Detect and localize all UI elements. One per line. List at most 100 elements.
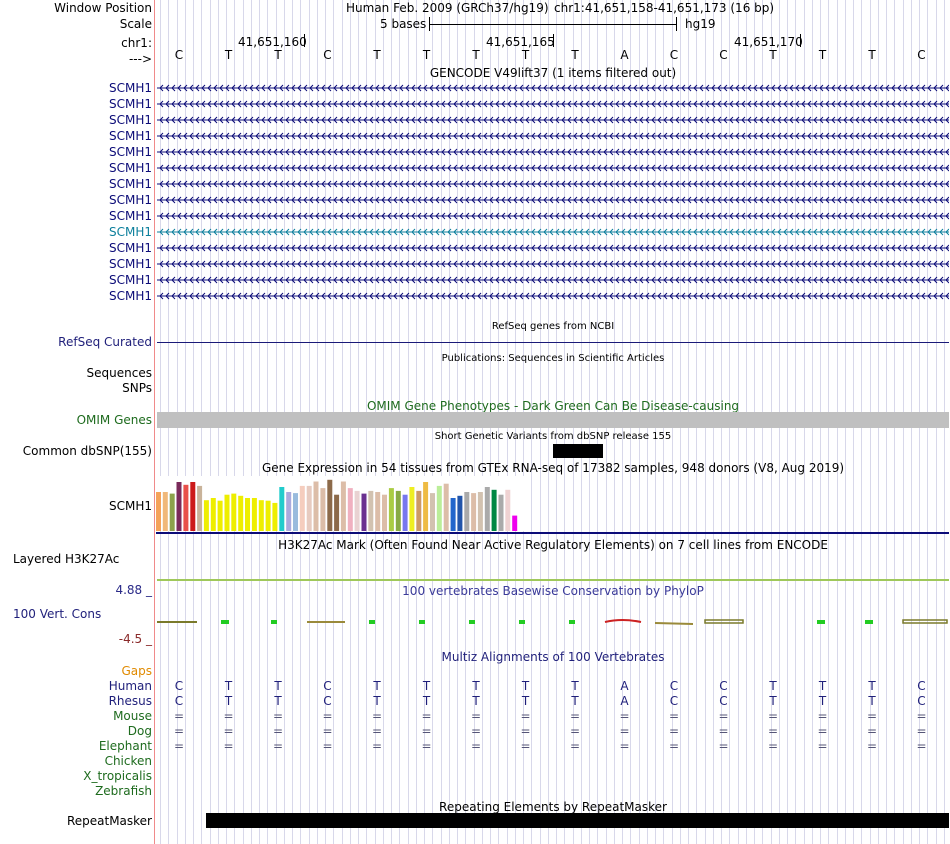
gtex-tissue-bar[interactable]: [327, 479, 333, 531]
gtex-tissue-bar[interactable]: [183, 484, 189, 531]
multiz-species-label[interactable]: Chicken: [104, 754, 152, 768]
multiz-track-title[interactable]: Multiz Alignments of 100 Vertebrates: [441, 650, 665, 664]
multiz-species-label[interactable]: Dog: [127, 724, 152, 738]
gtex-tissue-bar[interactable]: [464, 492, 470, 531]
gtex-tissue-bar[interactable]: [443, 483, 449, 531]
gtex-tissue-bar[interactable]: [231, 493, 237, 531]
gencode-gene-label[interactable]: SCMH1: [108, 145, 152, 159]
gtex-tissue-bar[interactable]: [238, 495, 244, 531]
gtex-tissue-bar[interactable]: [382, 494, 387, 531]
gtex-tissue-bar[interactable]: [313, 481, 319, 532]
refseq-label[interactable]: RefSeq Curated: [58, 335, 152, 349]
phylop-signal[interactable]: [157, 614, 949, 630]
refseq-track-title[interactable]: RefSeq genes from NCBI: [491, 321, 615, 332]
gtex-tissue-bar[interactable]: [190, 482, 196, 531]
gtex-tissue-bar[interactable]: [162, 492, 168, 531]
h3k27ac-signal[interactable]: [157, 579, 949, 581]
multiz-species-label[interactable]: Zebrafish: [95, 784, 152, 798]
h3k27ac-label[interactable]: Layered H3K27Ac: [13, 552, 120, 566]
gencode-transcript[interactable]: [157, 82, 950, 94]
gencode-transcript[interactable]: [157, 162, 950, 174]
gtex-tissue-bar[interactable]: [484, 487, 490, 531]
gtex-tissue-bar[interactable]: [409, 487, 415, 531]
gtex-tissue-bar[interactable]: [224, 494, 230, 531]
gtex-tissue-bar[interactable]: [251, 498, 257, 531]
gtex-tissue-bar[interactable]: [272, 502, 278, 531]
h3k27ac-track-title[interactable]: H3K27Ac Mark (Often Found Near Active Re…: [278, 538, 828, 552]
gencode-gene-label[interactable]: SCMH1: [108, 257, 152, 271]
gtex-tissue-bar[interactable]: [375, 492, 381, 531]
gencode-gene-label[interactable]: SCMH1: [108, 81, 152, 95]
gtex-tissue-bar[interactable]: [245, 498, 250, 531]
refseq-line[interactable]: [157, 342, 949, 343]
gtex-tissue-bar[interactable]: [423, 482, 429, 531]
gtex-tissue-bar[interactable]: [368, 490, 374, 531]
conservation-track-title[interactable]: 100 vertebrates Basewise Conservation by…: [402, 584, 704, 598]
omim-label[interactable]: OMIM Genes: [76, 413, 152, 427]
gencode-gene-label[interactable]: SCMH1: [108, 273, 152, 287]
gtex-bar-chart[interactable]: [156, 476, 528, 532]
gtex-tissue-bar[interactable]: [395, 490, 401, 531]
gtex-tissue-bar[interactable]: [498, 494, 504, 531]
gtex-tissue-bar[interactable]: [354, 490, 360, 531]
gencode-gene-label[interactable]: SCMH1: [108, 129, 152, 143]
gtex-tissue-bar[interactable]: [457, 495, 463, 531]
dbsnp-variant[interactable]: [553, 444, 603, 458]
gtex-gene-label[interactable]: SCMH1: [108, 499, 152, 513]
gtex-tissue-bar[interactable]: [299, 485, 305, 531]
gencode-gene-label[interactable]: SCMH1: [108, 209, 152, 223]
gtex-panel[interactable]: [156, 476, 528, 532]
gencode-gene-label[interactable]: SCMH1: [108, 193, 152, 207]
gtex-tissue-bar[interactable]: [340, 481, 346, 532]
multiz-species-label[interactable]: X_tropicalis: [83, 769, 152, 783]
multiz-species-label[interactable]: Rhesus: [108, 694, 152, 708]
gencode-gene-label[interactable]: SCMH1: [108, 225, 152, 239]
omim-feature[interactable]: [157, 412, 949, 428]
gencode-transcript[interactable]: [157, 210, 950, 222]
gtex-tissue-bar[interactable]: [402, 494, 408, 531]
gencode-gene-label[interactable]: SCMH1: [108, 161, 152, 175]
gencode-transcript[interactable]: [157, 226, 950, 238]
gtex-tissue-bar[interactable]: [450, 498, 456, 531]
gencode-transcript[interactable]: [157, 146, 950, 158]
conservation-label[interactable]: 100 Vert. Cons: [13, 607, 102, 621]
gtex-tissue-bar[interactable]: [347, 488, 353, 531]
gtex-tissue-bar[interactable]: [416, 490, 422, 531]
gencode-gene-label[interactable]: SCMH1: [108, 113, 152, 127]
gtex-tissue-bar[interactable]: [156, 492, 161, 531]
gtex-tissue-bar[interactable]: [293, 493, 298, 531]
gencode-transcript[interactable]: [157, 114, 950, 126]
gencode-transcript[interactable]: [157, 274, 950, 286]
gencode-gene-label[interactable]: SCMH1: [108, 289, 152, 303]
gtex-tissue-bar[interactable]: [436, 485, 442, 531]
omim-track-title[interactable]: OMIM Gene Phenotypes - Dark Green Can Be…: [366, 399, 740, 413]
gtex-tissue-bar[interactable]: [258, 500, 264, 531]
gtex-tissue-bar[interactable]: [306, 485, 312, 531]
gencode-gene-label[interactable]: SCMH1: [108, 241, 152, 255]
multiz-species-label[interactable]: Human: [108, 679, 152, 693]
gencode-transcript[interactable]: [157, 130, 950, 142]
gtex-tissue-bar[interactable]: [169, 493, 175, 531]
gencode-gene-label[interactable]: SCMH1: [108, 177, 152, 191]
repeatmasker-feature[interactable]: [206, 813, 949, 828]
gtex-tissue-bar[interactable]: [491, 489, 497, 532]
gtex-tissue-bar[interactable]: [361, 493, 367, 531]
dbsnp-track-title[interactable]: Short Genetic Variants from dbSNP releas…: [434, 431, 672, 442]
gencode-transcript[interactable]: [157, 178, 950, 190]
gtex-tissue-bar[interactable]: [471, 493, 477, 531]
gencode-gene-label[interactable]: SCMH1: [108, 97, 152, 111]
gtex-tissue-bar[interactable]: [203, 500, 209, 531]
gtex-tissue-bar[interactable]: [279, 487, 285, 531]
gtex-tissue-bar[interactable]: [197, 485, 203, 531]
gencode-transcript[interactable]: [157, 194, 950, 206]
gtex-tissue-bar[interactable]: [334, 494, 340, 531]
repeatmasker-track-title[interactable]: Repeating Elements by RepeatMasker: [439, 800, 667, 814]
gencode-transcript[interactable]: [157, 242, 950, 254]
multiz-species-label[interactable]: Mouse: [113, 709, 152, 723]
gtex-tissue-bar[interactable]: [430, 493, 435, 531]
gencode-transcript[interactable]: [157, 290, 950, 302]
gtex-tissue-bar[interactable]: [176, 482, 182, 531]
publications-snps-label[interactable]: SNPs: [122, 381, 152, 395]
gtex-tissue-bar[interactable]: [217, 500, 223, 531]
